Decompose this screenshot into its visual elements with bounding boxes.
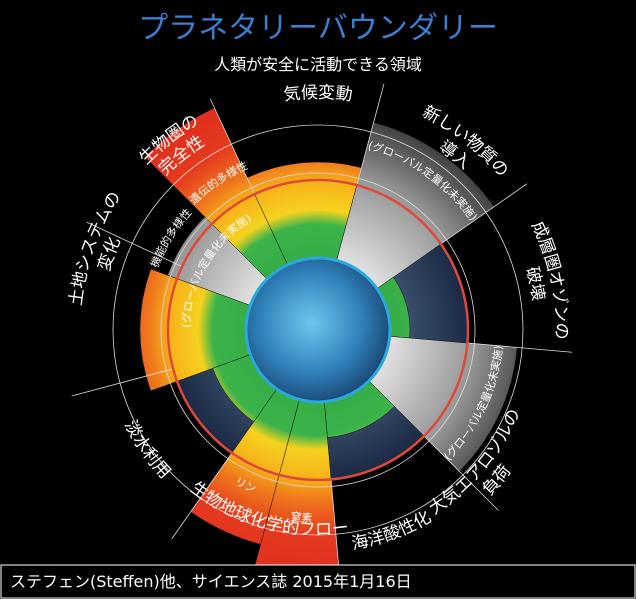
- earth: [244, 256, 392, 404]
- wedges: [71, 83, 573, 591]
- divider: [467, 342, 573, 353]
- title: プラネタリーバウンダリー: [138, 11, 498, 46]
- divider: [423, 435, 499, 511]
- label-text: 淡水利用: [120, 417, 174, 483]
- label-text: 気候変動: [283, 83, 354, 105]
- divider: [71, 368, 174, 397]
- divider: [171, 452, 233, 540]
- footer-bar: [0, 564, 636, 599]
- label: 海洋酸性化: [350, 507, 435, 554]
- label: 淡水利用: [120, 417, 174, 483]
- label: 気候変動: [283, 83, 354, 105]
- divider: [209, 98, 255, 195]
- label: 窒素: [290, 509, 313, 525]
- divider: [440, 183, 528, 245]
- footer: ステフェン(Steffen)他、サイエンス誌 2015年1月16日: [10, 572, 412, 591]
- label-text: 海洋酸性化: [350, 507, 435, 554]
- divider: [86, 221, 183, 267]
- ring: [112, 124, 524, 536]
- divider: [356, 83, 385, 186]
- label-text: 窒素: [290, 509, 313, 525]
- boundary-ring: [166, 178, 470, 482]
- ring: [160, 172, 476, 488]
- subtitle: 人類が安全に活動できる領域: [214, 55, 422, 74]
